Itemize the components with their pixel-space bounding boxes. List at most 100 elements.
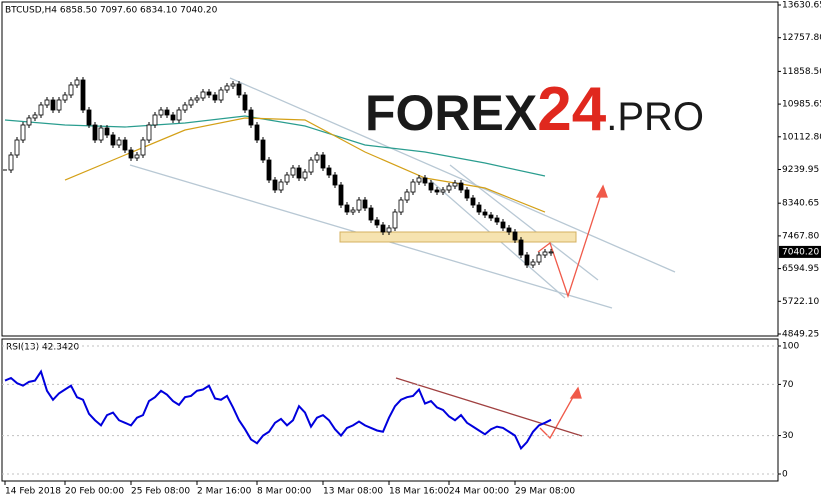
candle [80,79,86,111]
candle [368,207,374,221]
candle [428,182,434,191]
forecast-arrows [537,184,608,440]
candle [182,104,188,111]
candle [224,85,230,91]
candle [206,91,212,96]
candle [92,124,98,141]
trend-line [229,77,676,273]
logo-number: 24 [537,75,606,144]
candle [362,199,368,209]
candle [146,124,152,141]
candle [74,79,80,86]
candle [404,191,410,201]
candle [506,227,512,233]
x-tick-label: 14 Feb 2018 [5,487,61,497]
y-tick-label: 0 [782,470,788,480]
candle [512,231,518,241]
logo: FOREX24.PRO [365,75,704,144]
candle [302,171,308,179]
candle [434,189,440,193]
candle [524,254,530,266]
candle [476,204,482,213]
candle [464,189,470,199]
y-tick-label: 4849.25 [782,330,819,340]
arrow-head [595,184,608,198]
candle [260,139,266,161]
candle [134,154,140,159]
candle [8,154,14,171]
candle [218,89,224,101]
y-tick-label: 11858.50 [782,67,821,77]
x-tick-label: 8 Mar 00:00 [257,487,312,497]
candle [56,99,62,111]
arrow-head [569,386,582,399]
candle [410,181,416,193]
chart-title: BTCUSD,H4 6858.50 7097.60 6834.10 7040.2… [5,6,218,16]
candle [110,134,116,146]
candle [242,94,248,111]
candle [68,84,74,96]
candle [50,99,56,111]
arrow [537,187,604,299]
candle [296,167,302,179]
candle [32,114,38,119]
candle [314,154,320,161]
candle [236,83,242,96]
trend-line [449,164,599,281]
candle [416,177,422,183]
y-tick-label: 70 [782,380,794,390]
candle [278,181,284,191]
candle [164,109,170,116]
y-tick-label: 12757.80 [782,33,821,43]
candle [356,199,362,211]
y-tick-label: 100 [782,342,799,352]
candle [272,179,278,191]
candle [122,139,128,151]
candle [386,227,392,233]
candle [44,99,50,106]
candle [26,117,32,126]
candle [326,167,332,176]
candle [398,199,404,213]
candle [338,184,344,206]
candle [446,185,452,191]
candle [104,127,110,136]
candle [38,104,44,116]
x-tick-label: 18 Mar 16:00 [389,487,449,497]
candle [200,91,206,99]
candle [230,83,236,87]
candle [290,167,296,176]
candle [284,174,290,183]
candle [140,139,146,156]
candle [332,174,338,186]
y-tick-label: 30 [782,431,794,441]
candle [548,251,554,254]
candle [158,109,164,116]
support-zone [339,231,577,243]
x-tick-label: 13 Mar 08:00 [323,487,383,497]
candle [536,254,542,263]
candle [518,239,524,256]
x-tick-label: 2 Mar 16:00 [197,487,252,497]
x-tick-label: 24 Mar 00:00 [449,487,509,497]
x-tick-label: 25 Feb 08:00 [131,487,190,497]
x-tick-label: 20 Feb 00:00 [65,487,124,497]
y-tick-label: 13630.65 [782,1,821,11]
y-tick-label: 7467.80 [782,231,819,241]
candle [212,94,218,101]
candle [116,139,122,146]
candle [380,224,386,233]
logo-main: FOREX [365,85,537,141]
candle [254,124,260,141]
candle [98,127,104,141]
rsi-title: RSI(13) 42.3420 [6,343,79,353]
candle [440,189,446,193]
arrow [539,389,578,440]
candle [500,221,506,229]
candle [176,109,182,121]
candle [392,211,398,229]
y-tick-label: 5722.10 [782,297,819,307]
candle [452,182,458,187]
